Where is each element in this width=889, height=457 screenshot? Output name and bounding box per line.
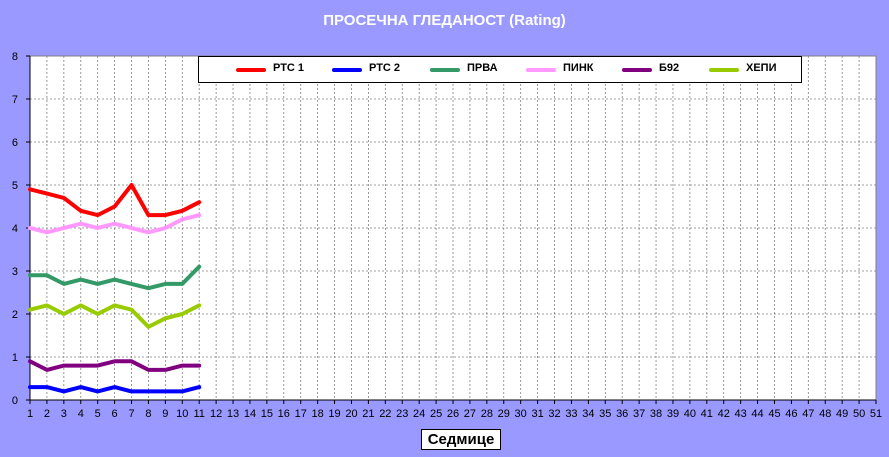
x-tick-label: 7 bbox=[128, 408, 134, 420]
y-tick-label: 8 bbox=[12, 51, 18, 63]
x-tick-label: 46 bbox=[785, 408, 797, 420]
x-tick-label: 2 bbox=[44, 408, 50, 420]
x-tick-label: 20 bbox=[345, 408, 357, 420]
x-tick-label: 38 bbox=[650, 408, 662, 420]
x-tick-label: 18 bbox=[312, 408, 324, 420]
x-tick-label: 4 bbox=[78, 408, 84, 420]
legend-label: ПРВА bbox=[467, 62, 498, 74]
x-tick-label: 41 bbox=[701, 408, 713, 420]
y-tick-label: 1 bbox=[12, 352, 18, 364]
x-tick-label: 48 bbox=[819, 408, 831, 420]
x-tick-label: 3 bbox=[61, 408, 67, 420]
x-tick-label: 31 bbox=[531, 408, 543, 420]
x-tick-label: 22 bbox=[379, 408, 391, 420]
series-line-4 bbox=[28, 213, 202, 235]
x-tick-label: 24 bbox=[413, 408, 425, 420]
x-tick-label: 10 bbox=[176, 408, 188, 420]
x-tick-label: 30 bbox=[515, 408, 527, 420]
x-tick-label: 15 bbox=[261, 408, 273, 420]
y-tick-label: 4 bbox=[12, 223, 18, 235]
series-line-6 bbox=[28, 303, 202, 329]
series-line-2 bbox=[28, 385, 202, 394]
x-tick-label: 32 bbox=[548, 408, 560, 420]
series-lines bbox=[28, 183, 202, 394]
x-tick-label: 8 bbox=[145, 408, 151, 420]
series-line-3 bbox=[28, 264, 202, 291]
x-tick-label: 17 bbox=[295, 408, 307, 420]
x-tick-label: 28 bbox=[481, 408, 493, 420]
x-tick-label: 33 bbox=[565, 408, 577, 420]
x-tick-label: 14 bbox=[244, 408, 256, 420]
x-tick-label: 1 bbox=[27, 408, 33, 420]
legend-label: ПИНК bbox=[563, 62, 594, 74]
x-tick-label: 5 bbox=[95, 408, 101, 420]
x-tick-label: 34 bbox=[582, 408, 594, 420]
x-tick-label: 36 bbox=[616, 408, 628, 420]
x-axis-label: Седмице bbox=[421, 429, 501, 450]
x-tick-label: 16 bbox=[278, 408, 290, 420]
y-tick-label: 3 bbox=[12, 266, 18, 278]
x-tick-label: 13 bbox=[227, 408, 239, 420]
x-tick-label: 42 bbox=[718, 408, 730, 420]
x-tick-label: 49 bbox=[836, 408, 848, 420]
x-tick-label: 47 bbox=[802, 408, 814, 420]
x-tick-label: 19 bbox=[328, 408, 340, 420]
x-tick-label: 21 bbox=[362, 408, 374, 420]
legend-swatch bbox=[709, 68, 739, 72]
x-tick-label: 12 bbox=[210, 408, 222, 420]
legend-swatch bbox=[236, 68, 266, 72]
x-tick-label: 25 bbox=[430, 408, 442, 420]
y-tick-label: 2 bbox=[12, 309, 18, 321]
series-line-1 bbox=[28, 183, 202, 218]
x-tick-label: 6 bbox=[112, 408, 118, 420]
x-tick-label: 51 bbox=[870, 408, 882, 420]
x-tick-label: 39 bbox=[667, 408, 679, 420]
x-tick-label: 40 bbox=[684, 408, 696, 420]
x-tick-label: 43 bbox=[735, 408, 747, 420]
x-tick-label: 35 bbox=[599, 408, 611, 420]
y-tick-label: 7 bbox=[12, 94, 18, 106]
x-tick-label: 37 bbox=[633, 408, 645, 420]
y-tick-label: 0 bbox=[12, 395, 18, 407]
chart-title: ПРОСЕЧНА ГЛЕДАНОСТ (Rating) bbox=[323, 12, 566, 29]
legend: РТС 1 РТС 2 ПРВА ПИНК Б92 ХЕПИ bbox=[198, 56, 802, 83]
x-tick-label: 27 bbox=[464, 408, 476, 420]
legend-label: Б92 bbox=[659, 62, 680, 74]
x-tick-label: 29 bbox=[498, 408, 510, 420]
legend-swatch bbox=[622, 68, 652, 72]
x-tick-label: 44 bbox=[751, 408, 763, 420]
legend-swatch bbox=[526, 68, 556, 72]
x-tick-label: 45 bbox=[768, 408, 780, 420]
legend-swatch bbox=[332, 68, 362, 72]
legend-label: РТС 2 bbox=[369, 62, 401, 74]
y-tick-label: 5 bbox=[12, 180, 18, 192]
x-tick-label: 9 bbox=[162, 408, 168, 420]
x-tick-label: 11 bbox=[193, 408, 204, 420]
legend-label: ХЕПИ bbox=[746, 62, 777, 74]
y-tick-label: 6 bbox=[12, 137, 18, 149]
x-tick-label: 26 bbox=[447, 408, 459, 420]
series-line-5 bbox=[28, 359, 202, 372]
x-tick-label: 50 bbox=[853, 408, 865, 420]
legend-label: РТС 1 bbox=[273, 62, 305, 74]
legend-swatch bbox=[430, 68, 460, 72]
x-tick-label: 23 bbox=[396, 408, 408, 420]
